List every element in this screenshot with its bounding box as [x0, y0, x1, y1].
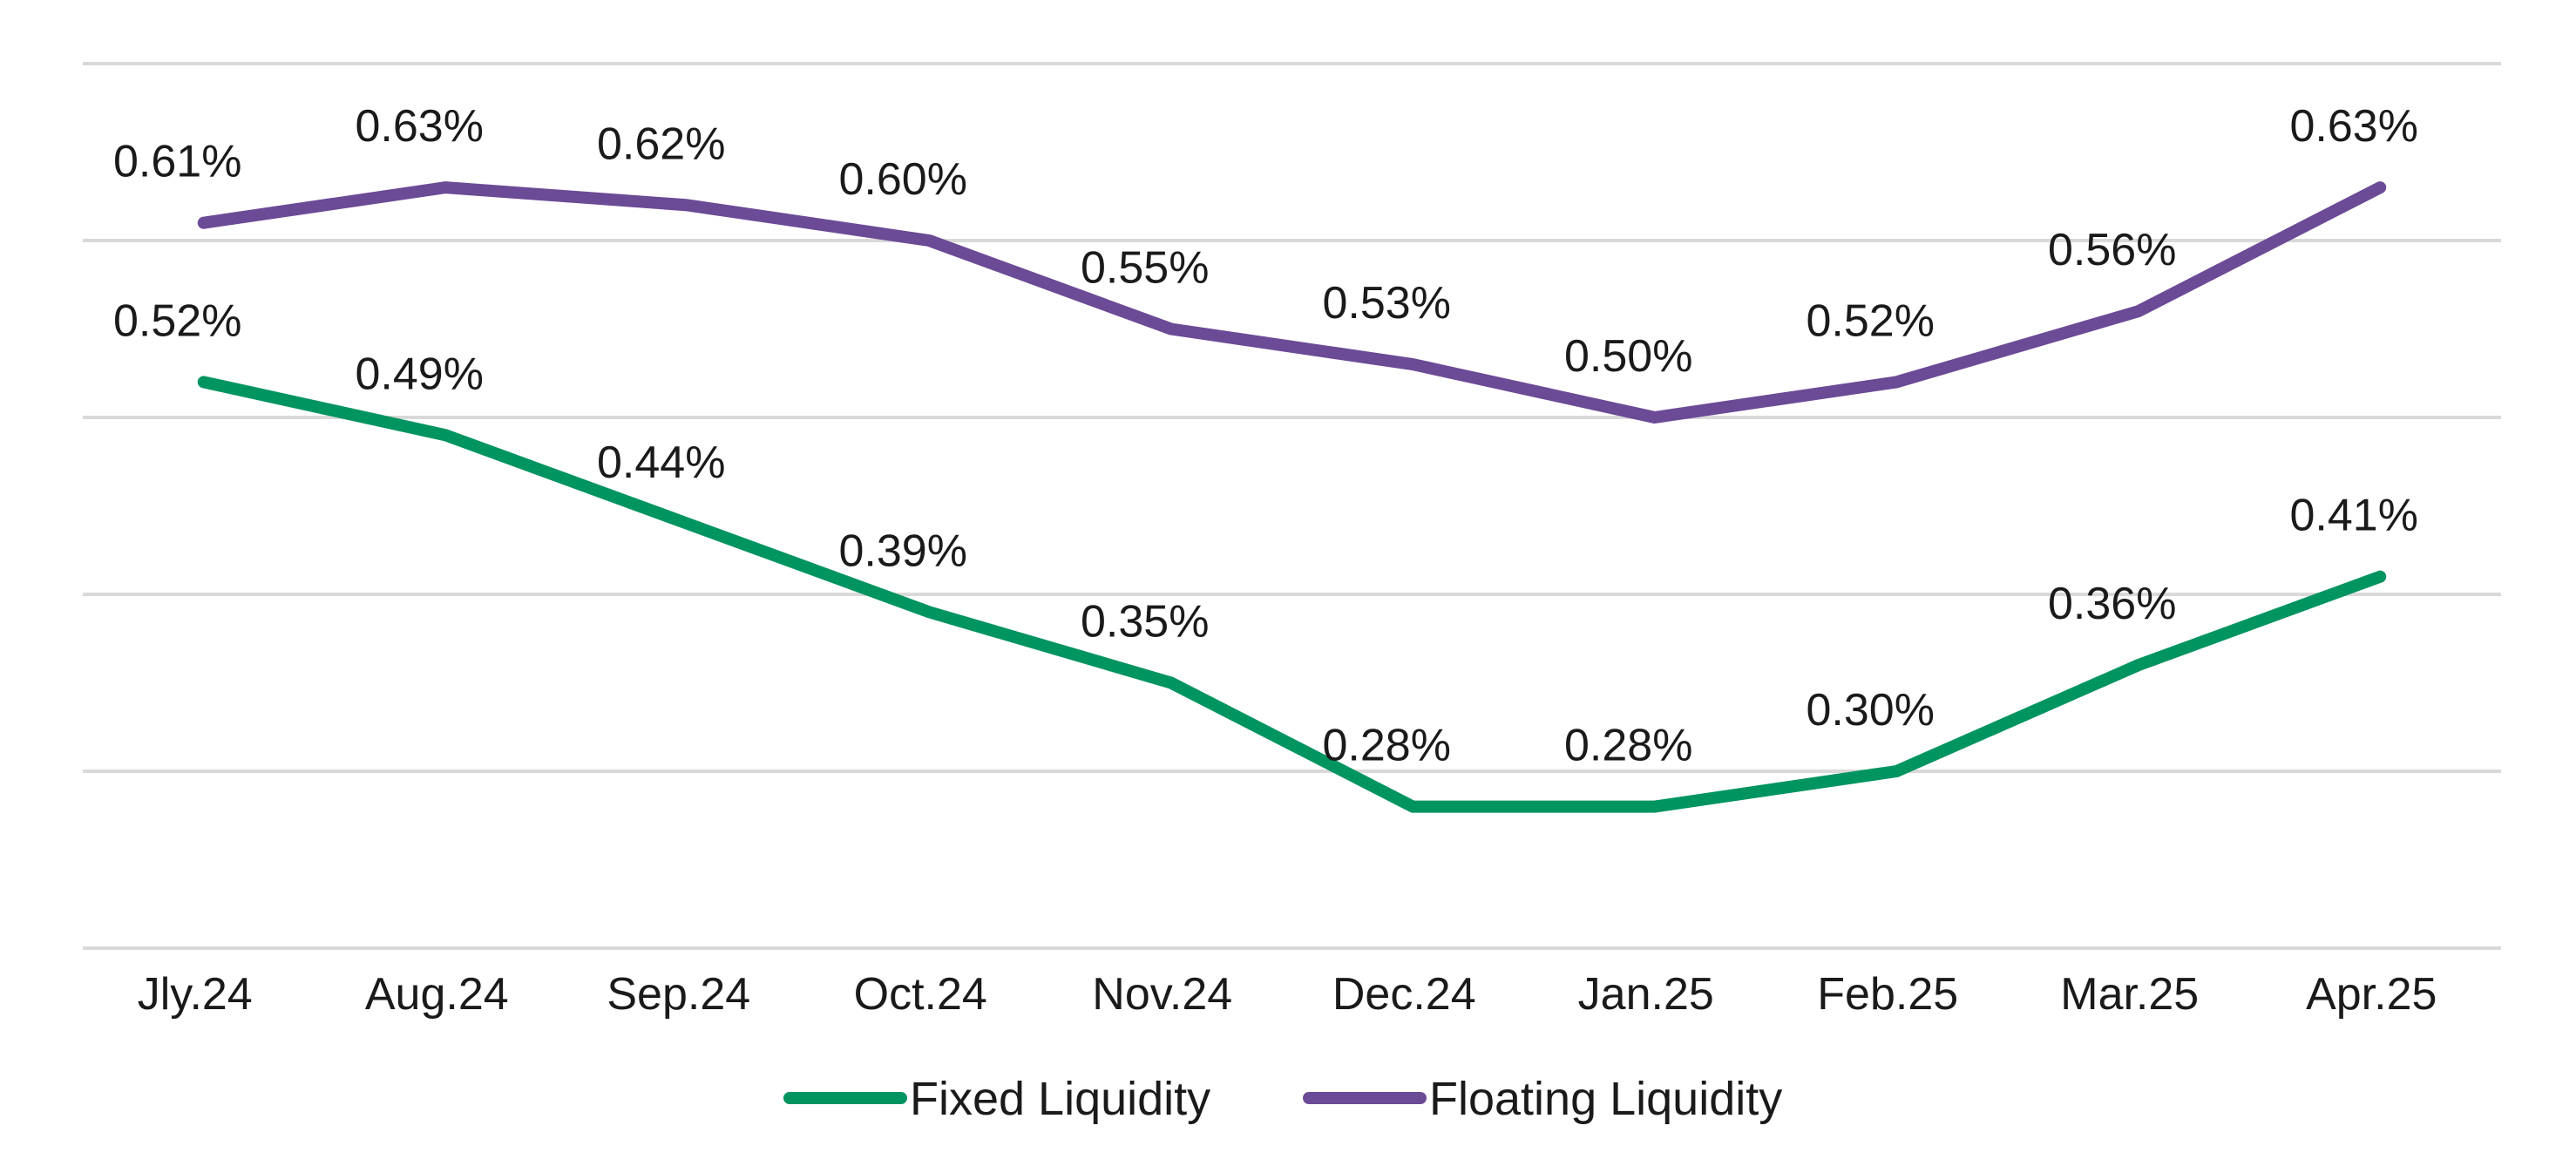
data-label: 0.56% — [2048, 225, 2176, 275]
data-label: 0.52% — [113, 295, 241, 346]
data-label: 0.63% — [2290, 101, 2418, 152]
data-label: 0.55% — [1081, 243, 1209, 294]
x-tick-label: Apr.25 — [2306, 969, 2437, 1020]
data-label: 0.28% — [1323, 721, 1451, 771]
series-line-fixed-liquidity — [197, 376, 2387, 813]
x-tick-label: Aug.24 — [365, 969, 509, 1020]
data-label: 0.60% — [839, 154, 967, 205]
data-label: 0.62% — [597, 119, 725, 169]
data-label: 0.30% — [1807, 685, 1935, 736]
data-label: 0.35% — [1081, 597, 1209, 648]
data-label: 0.63% — [356, 101, 484, 152]
data-label: 0.61% — [113, 137, 241, 187]
x-tick-label: Dec.24 — [1332, 969, 1476, 1020]
legend-label-floating-liquidity: Floating Liquidity — [1429, 1073, 1782, 1125]
x-tick-label: Jly.24 — [138, 969, 253, 1020]
data-label: 0.52% — [1807, 295, 1935, 346]
gridlines — [83, 62, 2501, 950]
series-lines — [197, 181, 2387, 813]
x-tick-label: Nov.24 — [1092, 969, 1232, 1020]
x-tick-label: Feb.25 — [1817, 969, 1958, 1020]
legend-label-fixed-liquidity: Fixed Liquidity — [910, 1073, 1210, 1125]
x-tick-label: Oct.24 — [854, 969, 987, 1020]
data-label: 0.36% — [2048, 579, 2176, 629]
data-label: 0.50% — [1564, 331, 1692, 382]
data-label: 0.49% — [356, 349, 484, 399]
data-label: 0.41% — [2290, 491, 2418, 541]
x-tick-label: Sep.24 — [607, 969, 750, 1020]
data-labels: 0.52% 0.49% 0.44% 0.39% 0.35% 0.28% 0.28% 0.30%… — [113, 101, 2418, 771]
x-axis-ticks: Jly.24 Aug.24 Sep.24 Oct.24 Nov.24 Dec.24 Jan.… — [138, 969, 2437, 1020]
data-label: 0.39% — [839, 525, 967, 576]
data-label: 0.53% — [1323, 278, 1451, 329]
x-tick-label: Mar.25 — [2060, 969, 2199, 1020]
series-line-floating-liquidity — [197, 181, 2387, 424]
x-tick-label: Jan.25 — [1578, 969, 1714, 1020]
data-label: 0.28% — [1564, 721, 1692, 771]
legend: Fixed Liquidity Floating Liquidity — [783, 1073, 1782, 1125]
data-label: 0.44% — [597, 437, 725, 488]
